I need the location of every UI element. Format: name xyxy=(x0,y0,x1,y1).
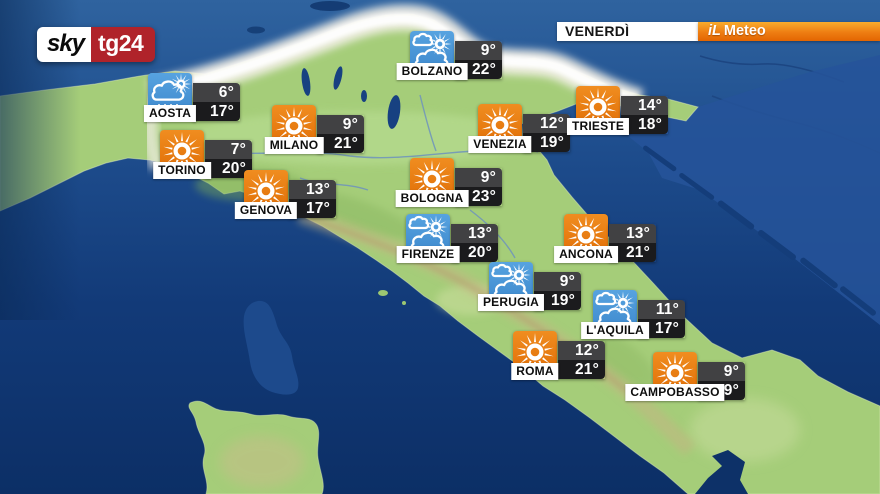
city-label: MILANO xyxy=(264,137,324,154)
temp-min: 9° xyxy=(317,115,364,134)
ilmeteo-logo-name: Meteo xyxy=(723,23,766,39)
city-label: ANCONA xyxy=(554,246,618,263)
ilmeteo-brand-bar: iL Meteo xyxy=(698,22,880,41)
city-forecast-widget: 9° 23° BOLOGNA xyxy=(395,158,502,207)
temp-max: 18° xyxy=(621,115,668,134)
temp-min: 6° xyxy=(193,83,240,102)
tg24-logo-text: tg24 xyxy=(91,27,156,62)
temperature-box: 9° 21° xyxy=(317,115,364,153)
temp-min: 12° xyxy=(558,341,605,360)
city-label: L'AQUILA xyxy=(581,322,649,339)
temperature-box: 6° 17° xyxy=(193,83,240,121)
city-label: GENOVA xyxy=(234,202,298,219)
city-forecast-widget: 9° 22° BOLZANO xyxy=(396,31,502,80)
temperature-box: 12° 19° xyxy=(523,114,570,152)
city-label: BOLOGNA xyxy=(395,190,469,207)
temperature-box: 11° 17° xyxy=(638,300,685,338)
temp-max: 20° xyxy=(205,159,252,178)
temp-max: 21° xyxy=(558,360,605,379)
city-forecast-widget: 7° 20° TORINO xyxy=(153,130,252,179)
temp-max: 17° xyxy=(193,102,240,121)
temperature-box: 9° 23° xyxy=(455,168,502,206)
temp-min: 9° xyxy=(534,272,581,291)
temperature-box: 9° 19° xyxy=(534,272,581,310)
city-forecast-widget: 11° 17° L'AQUILA xyxy=(581,290,685,339)
temp-min: 9° xyxy=(455,168,502,187)
city-label: TORINO xyxy=(153,162,211,179)
city-label: TRIESTE xyxy=(566,118,630,135)
city-label: VENEZIA xyxy=(468,136,532,153)
balkan-coast xyxy=(628,55,880,325)
ilmeteo-logo-prefix: iL xyxy=(708,23,721,39)
city-label: BOLZANO xyxy=(396,63,468,80)
city-label: FIRENZE xyxy=(396,246,460,263)
day-label: VENERDÌ xyxy=(557,22,698,41)
temp-min: 9° xyxy=(698,362,745,381)
temp-max: 19° xyxy=(523,133,570,152)
temp-min: 7° xyxy=(205,140,252,159)
city-forecast-widget: 9° 21° MILANO xyxy=(264,105,364,154)
city-forecast-widget: 13° 21° ANCONA xyxy=(554,214,656,263)
temp-min: 13° xyxy=(451,224,498,243)
temp-max: 20° xyxy=(451,243,498,262)
temp-min: 13° xyxy=(609,224,656,243)
temperature-box: 7° 20° xyxy=(205,140,252,178)
temperature-box: 13° 20° xyxy=(451,224,498,262)
city-label: ROMA xyxy=(511,363,559,380)
temperature-box: 12° 21° xyxy=(558,341,605,379)
temp-min: 14° xyxy=(621,96,668,115)
sardinia xyxy=(188,400,324,494)
city-forecast-widget: 14° 18° TRIESTE xyxy=(566,86,668,135)
temp-max: 19° xyxy=(534,291,581,310)
alpine-lakes xyxy=(301,66,401,129)
temp-min: 9° xyxy=(455,41,502,60)
temp-max: 17° xyxy=(289,199,336,218)
city-label: AOSTA xyxy=(143,105,197,122)
temp-min: 13° xyxy=(289,180,336,199)
temperature-box: 14° 18° xyxy=(621,96,668,134)
city-forecast-widget: 12° 21° ROMA xyxy=(511,331,605,380)
temperature-box: 13° 17° xyxy=(289,180,336,218)
city-forecast-widget: 6° 17° AOSTA xyxy=(143,73,240,122)
city-forecast-widget: 9° 19° PERUGIA xyxy=(477,262,581,311)
sky-tg24-logo: sky tg24 xyxy=(37,27,156,62)
temp-max: 17° xyxy=(638,319,685,338)
temp-min: 11° xyxy=(638,300,685,319)
temp-max: 21° xyxy=(317,134,364,153)
city-forecast-widget: 9° 19° CAMPOBASSO xyxy=(625,352,745,401)
temperature-box: 13° 21° xyxy=(609,224,656,262)
city-forecast-widget: 13° 20° FIRENZE xyxy=(396,214,498,263)
temp-min: 12° xyxy=(523,114,570,133)
sky-logo-text: sky xyxy=(37,27,92,62)
city-label: PERUGIA xyxy=(477,294,545,311)
corsica xyxy=(243,300,299,395)
city-forecast-widget: 12° 19° VENEZIA xyxy=(468,104,570,153)
city-forecast-widget: 13° 17° GENOVA xyxy=(234,170,336,219)
temp-max: 21° xyxy=(609,243,656,262)
city-label: CAMPOBASSO xyxy=(625,384,725,401)
